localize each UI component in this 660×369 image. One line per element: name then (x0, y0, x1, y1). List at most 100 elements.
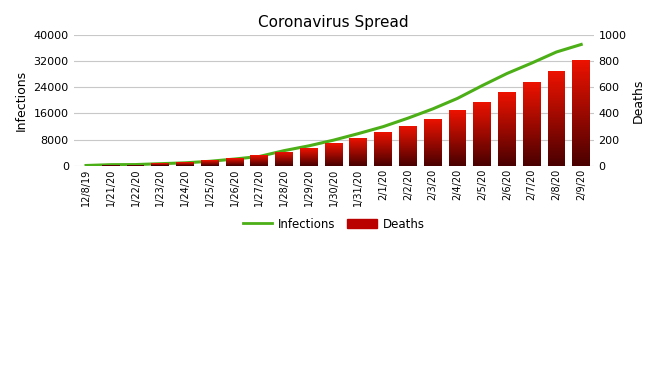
Bar (449, 126, 467, 127)
Bar (523, 87, 541, 88)
Bar (449, 152, 467, 153)
Bar (473, 161, 491, 162)
Bar (399, 134, 417, 135)
Bar (548, 161, 566, 162)
Bar (498, 155, 516, 156)
Bar (374, 160, 392, 161)
Bar (548, 144, 566, 145)
Bar (350, 160, 368, 161)
Bar (498, 136, 516, 138)
Bar (473, 123, 491, 124)
Bar (523, 107, 541, 109)
Bar (498, 138, 516, 139)
Bar (424, 119, 442, 120)
Bar (548, 95, 566, 96)
Bar (498, 156, 516, 157)
Bar (449, 150, 467, 151)
Y-axis label: Infections: Infections (15, 70, 28, 131)
Bar (473, 144, 491, 145)
Bar (473, 141, 491, 142)
Bar (473, 158, 491, 159)
Bar (523, 152, 541, 153)
Bar (325, 158, 343, 159)
Bar (325, 153, 343, 154)
Bar (374, 133, 392, 134)
Bar (498, 148, 516, 150)
Bar (523, 89, 541, 91)
Bar (473, 160, 491, 161)
Bar (325, 149, 343, 150)
Bar (473, 143, 491, 144)
Bar (449, 158, 467, 159)
Bar (523, 144, 541, 145)
Bar (548, 137, 566, 139)
Bar (498, 115, 516, 117)
Bar (473, 134, 491, 135)
Bar (572, 113, 590, 114)
Bar (572, 95, 590, 97)
Bar (424, 135, 442, 136)
Bar (523, 116, 541, 117)
Bar (424, 160, 442, 161)
Bar (424, 163, 442, 164)
Bar (523, 99, 541, 100)
Bar (572, 162, 590, 164)
Bar (424, 137, 442, 138)
Bar (350, 146, 368, 147)
Bar (523, 124, 541, 125)
Bar (424, 144, 442, 145)
Bar (572, 97, 590, 99)
Bar (399, 152, 417, 153)
Bar (350, 144, 368, 145)
Bar (399, 137, 417, 138)
Bar (498, 106, 516, 107)
Bar (399, 138, 417, 139)
Bar (449, 113, 467, 114)
Bar (548, 153, 566, 155)
Bar (523, 132, 541, 134)
Bar (473, 109, 491, 110)
Bar (325, 164, 343, 165)
Bar (424, 146, 442, 147)
Bar (572, 99, 590, 100)
Bar (498, 146, 516, 147)
Bar (548, 89, 566, 90)
Bar (350, 162, 368, 163)
Bar (548, 120, 566, 121)
Bar (374, 165, 392, 166)
Bar (523, 92, 541, 94)
Bar (424, 122, 442, 123)
Bar (498, 93, 516, 95)
Bar (498, 124, 516, 125)
Bar (498, 129, 516, 130)
Bar (399, 160, 417, 161)
Bar (572, 62, 590, 63)
Bar (572, 132, 590, 134)
Bar (523, 121, 541, 123)
Bar (399, 143, 417, 144)
Bar (473, 120, 491, 121)
Bar (498, 100, 516, 101)
Bar (350, 150, 368, 151)
Bar (523, 139, 541, 141)
Bar (473, 153, 491, 154)
Bar (548, 141, 566, 142)
Bar (473, 138, 491, 139)
Bar (473, 156, 491, 157)
Bar (399, 139, 417, 140)
Bar (325, 152, 343, 153)
Bar (325, 163, 343, 164)
Bar (449, 163, 467, 164)
Bar (523, 138, 541, 139)
Bar (548, 117, 566, 118)
Bar (350, 164, 368, 165)
Bar (548, 86, 566, 87)
Bar (449, 117, 467, 118)
Bar (572, 121, 590, 123)
Bar (325, 156, 343, 157)
Bar (548, 142, 566, 144)
Bar (523, 95, 541, 96)
Bar (424, 143, 442, 144)
Bar (548, 159, 566, 161)
Bar (374, 148, 392, 149)
